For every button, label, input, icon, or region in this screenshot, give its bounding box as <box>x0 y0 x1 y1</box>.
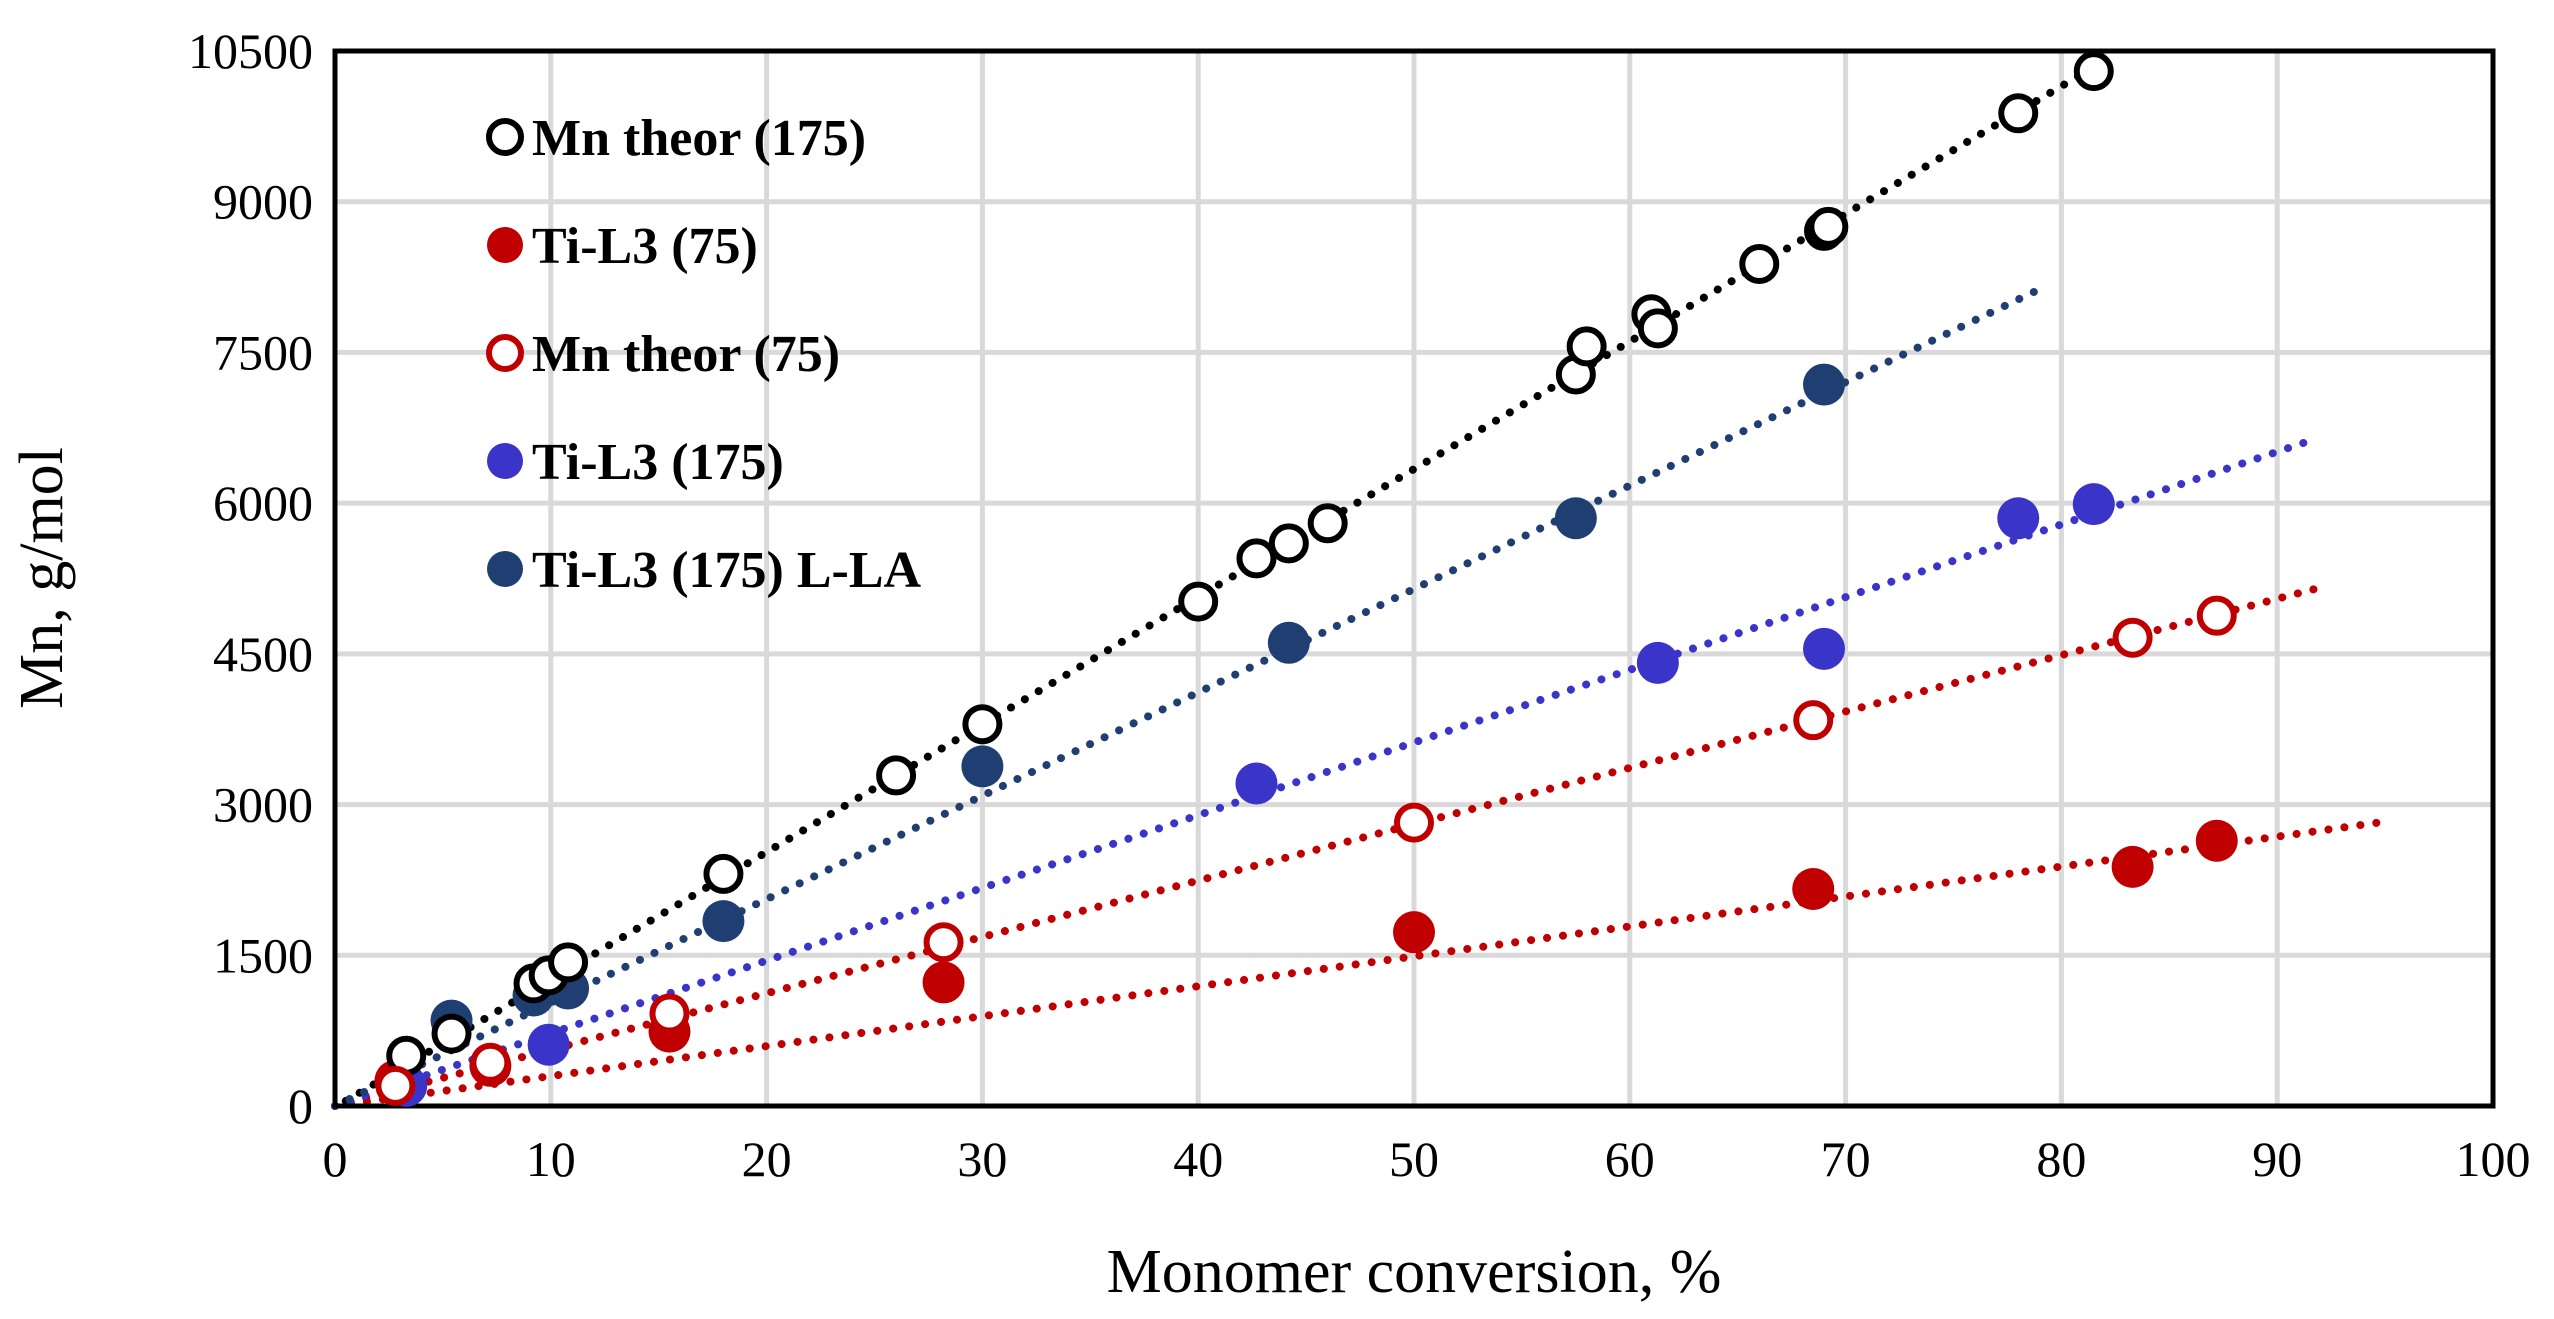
x-tick-label: 50 <box>1389 1131 1439 1187</box>
trendline-series-1 <box>331 817 2390 1110</box>
legend-item: Ti-L3 (175) <box>487 434 784 491</box>
legend-item: Ti-L3 (175) L-LA <box>487 542 922 599</box>
data-point-series-2 <box>1793 700 1834 741</box>
legend-label: Ti-L3 (75) <box>532 218 758 275</box>
data-point-series-0 <box>1178 581 1219 622</box>
y-tick-label: 4500 <box>213 626 313 682</box>
legend-marker <box>487 443 523 479</box>
legend-marker <box>486 118 524 156</box>
data-point-series-0 <box>1566 326 1607 367</box>
y-tick-label: 10500 <box>188 23 313 79</box>
y-tick-label: 7500 <box>213 324 313 380</box>
x-tick-label: 30 <box>957 1131 1007 1187</box>
y-tick-label: 0 <box>288 1078 313 1134</box>
data-point-series-1 <box>1393 911 1435 954</box>
y-tick-label: 9000 <box>213 174 313 230</box>
data-point-series-0 <box>1268 523 1309 564</box>
y-axis-title: Mn, g/mol <box>8 447 76 709</box>
legend-item: Mn theor (75) <box>486 326 840 383</box>
x-tick-label: 80 <box>2036 1131 2086 1187</box>
data-point-series-2 <box>470 1042 511 1083</box>
x-tick-label: 0 <box>323 1131 348 1187</box>
data-point-series-2 <box>649 993 690 1034</box>
data-point-series-3 <box>527 1023 570 1066</box>
trendline-series-4 <box>331 285 2044 1110</box>
legend-item: Ti-L3 (75) <box>487 218 758 275</box>
legend-marker <box>487 551 523 587</box>
x-tick-label: 40 <box>1173 1131 1223 1187</box>
legend-marker <box>486 334 524 372</box>
data-point-series-3 <box>1997 497 2040 540</box>
data-point-series-0 <box>1808 206 1849 247</box>
x-tick-label: 70 <box>1821 1131 1871 1187</box>
tick-labels: 0 10 20 30 40 50 60 70 80 90 100 0 1500 3000 4500 6000 7… <box>188 23 2531 1187</box>
x-tick-label: 90 <box>2252 1131 2302 1187</box>
x-axis-title: Monomer conversion, % <box>1107 1238 1722 1306</box>
data-point-series-2 <box>2196 595 2237 636</box>
data-point-series-3 <box>1636 641 1679 684</box>
data-point-series-0 <box>1236 538 1277 579</box>
data-point-series-1 <box>2195 819 2238 862</box>
x-tick-label: 100 <box>2456 1131 2531 1187</box>
legend-marker <box>487 227 523 263</box>
data-point-series-4 <box>961 745 1004 788</box>
y-tick-label: 3000 <box>213 777 313 833</box>
legend-label: Ti-L3 (175) L-LA <box>532 542 922 599</box>
trendline-series-3 <box>331 436 2314 1110</box>
data-point-series-0 <box>1998 93 2039 134</box>
legend: Mn theor (175) Ti-L3 (75) Mn theor (75) Ti-… <box>486 110 922 599</box>
data-point-series-0 <box>962 704 1003 745</box>
data-points <box>374 51 2238 1107</box>
data-point-series-0 <box>2073 51 2114 92</box>
plot-area-border <box>332 48 2496 1109</box>
x-tick-label: 60 <box>1605 1131 1655 1187</box>
data-point-series-4 <box>702 900 745 943</box>
y-tick-label: 1500 <box>213 927 313 983</box>
data-point-series-3 <box>2072 483 2115 526</box>
data-point-series-3 <box>1803 627 1846 670</box>
legend-label: Mn theor (175) <box>532 110 866 167</box>
legend-label: Ti-L3 (175) <box>532 434 784 491</box>
data-point-series-0 <box>876 755 917 796</box>
legend-item: Mn theor (175) <box>486 110 866 167</box>
data-point-series-0 <box>1739 244 1780 285</box>
data-point-series-1 <box>2111 845 2154 888</box>
data-point-series-0 <box>1307 503 1348 544</box>
x-tick-label: 20 <box>742 1131 792 1187</box>
data-point-series-0 <box>1637 308 1678 349</box>
data-point-series-4 <box>1554 497 1597 540</box>
legend-label: Mn theor (75) <box>532 326 840 383</box>
data-point-series-2 <box>2112 617 2153 658</box>
data-point-series-0 <box>548 942 589 983</box>
trendline-series-0 <box>341 63 2098 1105</box>
data-point-series-3 <box>1235 762 1278 805</box>
data-point-series-4 <box>1267 621 1310 664</box>
data-point-series-2 <box>375 1065 416 1106</box>
data-point-series-2 <box>1394 802 1434 843</box>
data-point-series-1 <box>922 961 965 1004</box>
data-point-series-4 <box>1803 363 1846 406</box>
data-point-series-2 <box>923 922 964 963</box>
x-tick-label: 10 <box>526 1131 576 1187</box>
data-point-series-1 <box>1792 867 1835 910</box>
y-tick-label: 6000 <box>213 475 313 531</box>
data-point-series-0 <box>703 853 744 894</box>
data-point-series-0 <box>431 1013 472 1054</box>
